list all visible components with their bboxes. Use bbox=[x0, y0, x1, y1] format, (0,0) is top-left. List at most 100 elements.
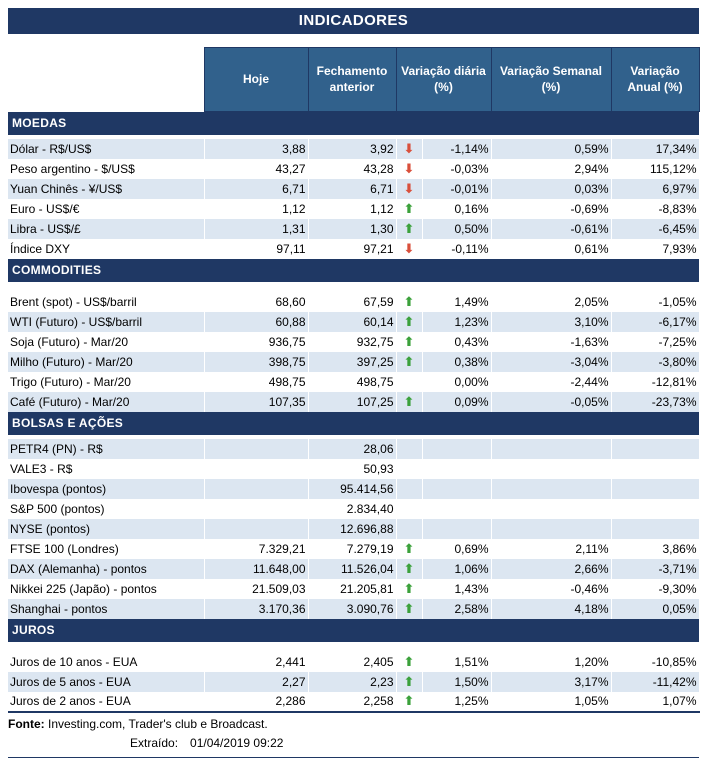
cell-arrow: ⬆ bbox=[396, 218, 423, 239]
cell-hoje: 6,71 bbox=[204, 178, 309, 199]
cell-arrow: ⬆ bbox=[396, 578, 423, 599]
cell-arrow: ⬆ bbox=[396, 671, 423, 692]
cell-variacao-anual: -6,17% bbox=[611, 311, 700, 332]
up-arrow-icon: ⬆ bbox=[403, 334, 415, 350]
cell-variacao-diaria: -0,01% bbox=[422, 178, 492, 199]
cell-variacao-semanal bbox=[491, 458, 612, 479]
cell-variacao-anual: -9,30% bbox=[611, 578, 700, 599]
section-header-bolsas-acoes: BOLSAS E AÇÕES bbox=[8, 411, 699, 435]
row-label: Milho (Futuro) - Mar/20 bbox=[8, 351, 205, 372]
cell-fechamento-anterior: 1,12 bbox=[308, 198, 397, 219]
cell-variacao-semanal: 2,11% bbox=[491, 538, 612, 559]
cell-variacao-anual bbox=[611, 438, 700, 459]
cell-arrow: ⬇ bbox=[396, 158, 423, 179]
cell-fechamento-anterior: 97,21 bbox=[308, 238, 397, 259]
cell-fechamento-anterior: 95.414,56 bbox=[308, 478, 397, 499]
cell-arrow bbox=[396, 458, 423, 479]
table-row: Milho (Futuro) - Mar/20 398,75 397,25 ⬆ 0,38… bbox=[8, 351, 700, 372]
cell-fechamento-anterior: 2,23 bbox=[308, 671, 397, 692]
cell-variacao-anual: 3,86% bbox=[611, 538, 700, 559]
cell-variacao-diaria: 0,16% bbox=[422, 198, 492, 219]
cell-variacao-anual: 115,12% bbox=[611, 158, 700, 179]
table-row: Trigo (Futuro) - Mar/20 498,75 498,75 0,00%… bbox=[8, 371, 700, 392]
cell-arrow: ⬆ bbox=[396, 311, 423, 332]
table-row: Juros de 10 anos - EUA 2,441 2,405 ⬆ 1,51% 1,… bbox=[8, 651, 700, 672]
cell-variacao-semanal: 3,10% bbox=[491, 311, 612, 332]
row-label: Euro - US$/€ bbox=[8, 198, 205, 219]
cell-fechamento-anterior: 3.090,76 bbox=[308, 598, 397, 619]
cell-arrow: ⬆ bbox=[396, 598, 423, 619]
cell-variacao-anual: 1,07% bbox=[611, 691, 700, 712]
cell-variacao-semanal: 2,05% bbox=[491, 291, 612, 312]
cell-arrow: ⬆ bbox=[396, 291, 423, 312]
row-label: Nikkei 225 (Japão) - pontos bbox=[8, 578, 205, 599]
cell-fechamento-anterior: 498,75 bbox=[308, 371, 397, 392]
row-label: Yuan Chinês - ¥/US$ bbox=[8, 178, 205, 199]
cell-arrow: ⬆ bbox=[396, 691, 423, 712]
cell-variacao-anual: -8,83% bbox=[611, 198, 700, 219]
row-label: Café (Futuro) - Mar/20 bbox=[8, 391, 205, 412]
extracted-timestamp: 01/04/2019 09:22 bbox=[190, 735, 284, 750]
cell-hoje bbox=[204, 498, 309, 519]
cell-variacao-semanal: 0,59% bbox=[491, 138, 612, 159]
cell-hoje: 936,75 bbox=[204, 331, 309, 352]
cell-hoje: 3.170,36 bbox=[204, 598, 309, 619]
table-row: Euro - US$/€ 1,12 1,12 ⬆ 0,16% -0,69% -8,83% bbox=[8, 198, 700, 219]
table-row: Shanghai - pontos 3.170,36 3.090,76 ⬆ 2,58% 4… bbox=[8, 598, 700, 619]
row-label: Brent (spot) - US$/barril bbox=[8, 291, 205, 312]
cell-variacao-semanal: -0,69% bbox=[491, 198, 612, 219]
cell-hoje bbox=[204, 438, 309, 459]
column-header-variacao-semanal: Variação Semanal (%) bbox=[490, 47, 612, 112]
cell-variacao-diaria: 1,25% bbox=[422, 691, 492, 712]
section-gap bbox=[8, 281, 699, 292]
cell-fechamento-anterior: 7.279,19 bbox=[308, 538, 397, 559]
cell-fechamento-anterior: 21.205,81 bbox=[308, 578, 397, 599]
cell-arrow: ⬇ bbox=[396, 138, 423, 159]
cell-fechamento-anterior: 2,405 bbox=[308, 651, 397, 672]
table-row: Nikkei 225 (Japão) - pontos 21.509,03 21.2… bbox=[8, 578, 700, 599]
table-row: Brent (spot) - US$/barril 68,60 67,59 ⬆ 1,49… bbox=[8, 291, 700, 312]
cell-hoje: 3,88 bbox=[204, 138, 309, 159]
up-arrow-icon: ⬆ bbox=[403, 354, 415, 370]
cell-arrow: ⬇ bbox=[396, 178, 423, 199]
cell-variacao-anual: -23,73% bbox=[611, 391, 700, 412]
up-arrow-icon: ⬆ bbox=[403, 394, 415, 410]
table-row: Café (Futuro) - Mar/20 107,35 107,25 ⬆ 0,09%… bbox=[8, 391, 700, 412]
cell-arrow bbox=[396, 518, 423, 539]
up-arrow-icon: ⬆ bbox=[403, 561, 415, 577]
cell-hoje: 68,60 bbox=[204, 291, 309, 312]
cell-fechamento-anterior: 1,30 bbox=[308, 218, 397, 239]
cell-variacao-semanal bbox=[491, 518, 612, 539]
cell-variacao-diaria: -0,03% bbox=[422, 158, 492, 179]
table-row: Juros de 5 anos - EUA 2,27 2,23 ⬆ 1,50% 3,17%… bbox=[8, 671, 700, 692]
cell-variacao-anual: -12,81% bbox=[611, 371, 700, 392]
cell-variacao-diaria: 0,50% bbox=[422, 218, 492, 239]
cell-variacao-diaria: 1,51% bbox=[422, 651, 492, 672]
cell-fechamento-anterior: 67,59 bbox=[308, 291, 397, 312]
table-row: FTSE 100 (Londres) 7.329,21 7.279,19 ⬆ 0,69%… bbox=[8, 538, 700, 559]
cell-variacao-diaria: 0,00% bbox=[422, 371, 492, 392]
cell-variacao-semanal: 3,17% bbox=[491, 671, 612, 692]
cell-hoje: 7.329,21 bbox=[204, 538, 309, 559]
cell-hoje bbox=[204, 518, 309, 539]
cell-hoje: 2,27 bbox=[204, 671, 309, 692]
cell-variacao-semanal bbox=[491, 478, 612, 499]
table-row: S&P 500 (pontos) 2.834,40 bbox=[8, 498, 700, 519]
cell-variacao-diaria: 1,23% bbox=[422, 311, 492, 332]
table-row: Juros de 2 anos - EUA 2,286 2,258 ⬆ 1,25% 1,0… bbox=[8, 691, 700, 712]
cell-variacao-diaria bbox=[422, 438, 492, 459]
section-gap bbox=[8, 641, 699, 652]
cell-variacao-diaria bbox=[422, 458, 492, 479]
down-arrow-icon: ⬇ bbox=[403, 141, 415, 157]
row-label: Shanghai - pontos bbox=[8, 598, 205, 619]
cell-variacao-semanal: -0,61% bbox=[491, 218, 612, 239]
cell-variacao-anual bbox=[611, 458, 700, 479]
cell-variacao-semanal: -1,63% bbox=[491, 331, 612, 352]
indicators-table: Hoje Fechamento anterior Variação diária… bbox=[8, 47, 700, 713]
footer: Fonte: Investing.com, Trader's club e Br… bbox=[8, 713, 699, 758]
up-arrow-icon: ⬆ bbox=[403, 314, 415, 330]
cell-fechamento-anterior: 43,28 bbox=[308, 158, 397, 179]
page-title: INDICADORES bbox=[8, 8, 699, 34]
cell-variacao-semanal: 1,20% bbox=[491, 651, 612, 672]
